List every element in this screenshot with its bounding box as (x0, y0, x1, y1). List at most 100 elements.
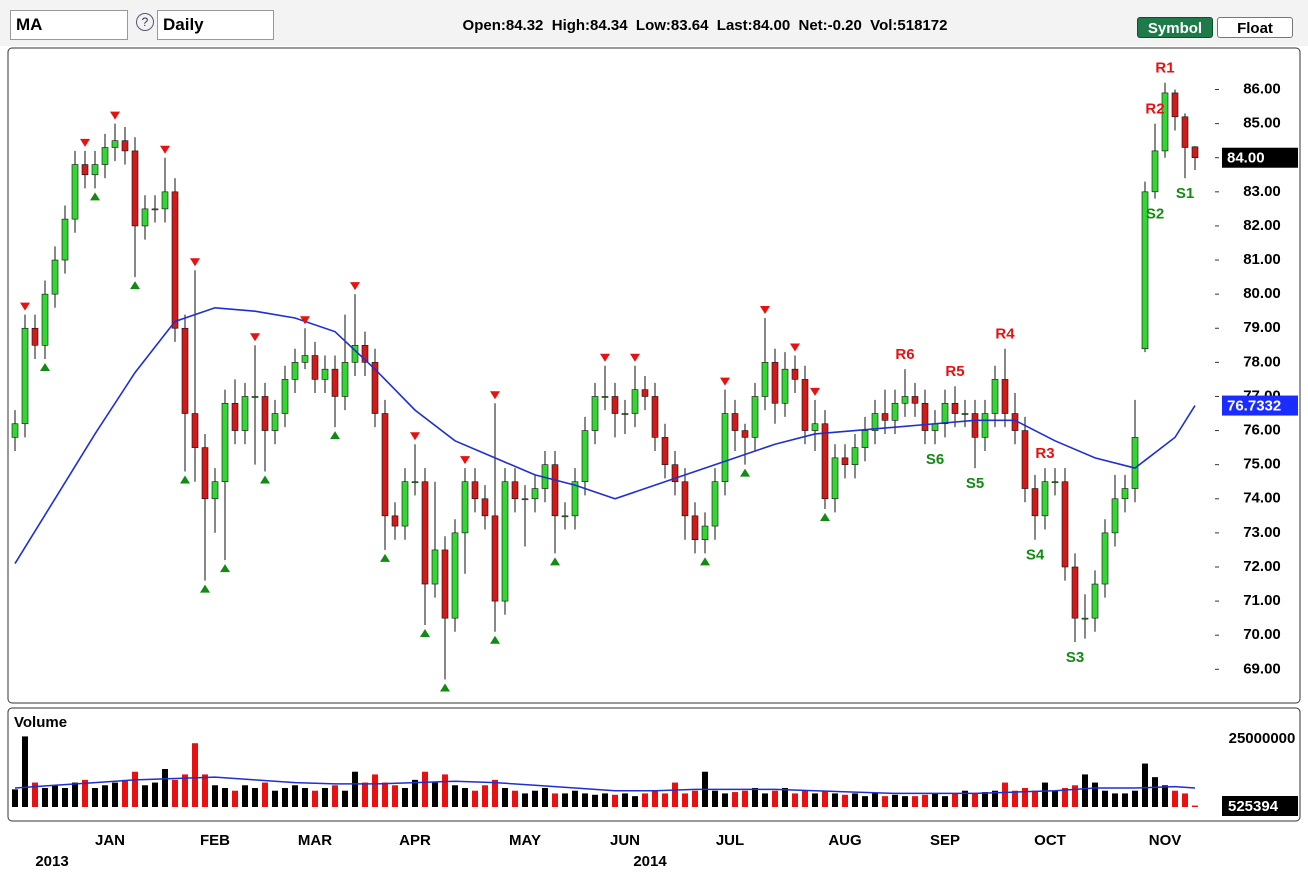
volume-bar (922, 794, 928, 807)
resistance-marker (720, 377, 730, 386)
volume-bar (1072, 785, 1078, 807)
candle-body (1181, 116, 1189, 148)
volume-tick-label: 25000000 (1229, 730, 1296, 747)
symbol-input[interactable]: MA (10, 10, 128, 40)
resistance-marker (490, 391, 500, 400)
support-marker (200, 584, 210, 593)
candle-body (221, 402, 229, 483)
resistance-marker (600, 353, 610, 362)
moving-average (14, 306, 1196, 564)
candle-body (91, 164, 99, 176)
volume-bar (812, 793, 818, 807)
candle-body (691, 515, 699, 541)
volume-bar (42, 788, 48, 807)
interval-select[interactable]: Daily (157, 10, 274, 40)
volume-bar (642, 793, 648, 807)
volume-bar (1182, 793, 1188, 807)
level-label: R3 (1035, 445, 1054, 462)
volume-bar (892, 794, 898, 807)
volume-bar (982, 792, 988, 807)
candle-body (1061, 481, 1069, 568)
resistance-marker (460, 456, 470, 465)
candle-body (491, 515, 499, 602)
volume-bar (282, 788, 288, 807)
candle-body (821, 423, 829, 500)
volume-bar (322, 788, 328, 807)
help-icon[interactable]: ? (136, 13, 154, 31)
volume-bar (142, 785, 148, 807)
candle-body (61, 218, 69, 261)
volume-bar (332, 785, 338, 807)
volume-bar (652, 790, 658, 807)
candle-body (1131, 437, 1139, 489)
candle-body (1161, 92, 1169, 152)
y-tick-label: 75.00 (1243, 456, 1281, 473)
y-tick-label: 71.00 (1243, 592, 1281, 609)
candle-body (191, 413, 199, 448)
symbol-button[interactable]: Symbol (1137, 17, 1213, 38)
volume-bar (552, 793, 558, 807)
candle-body (871, 413, 879, 431)
volume-bar (342, 790, 348, 807)
volume-bar (232, 790, 238, 807)
candle-body (881, 413, 889, 421)
volume-bar (582, 793, 588, 807)
volume-bar (532, 790, 538, 807)
float-button[interactable]: Float (1217, 17, 1293, 38)
candle-body (781, 368, 789, 404)
candle-body (701, 525, 709, 541)
volume-title: Volume (14, 714, 67, 731)
volume-bar (1162, 785, 1168, 807)
candle-body (1081, 617, 1089, 620)
candle-body (911, 396, 919, 404)
quote: Open:84.32 High:84.34 Low:83.64 Last:84.… (462, 17, 948, 34)
volume-bar (392, 785, 398, 807)
volume-bar (1022, 788, 1028, 807)
volume-bar (1132, 790, 1138, 807)
level-label: R5 (945, 363, 964, 380)
x-tick-label: NOV (1149, 832, 1182, 849)
volume-bar (842, 794, 848, 807)
x-tick-label: OCT (1034, 832, 1066, 849)
candle-body (211, 481, 219, 500)
y-tick-label: 76.00 (1243, 422, 1281, 439)
resistance-marker (810, 387, 820, 396)
support-marker (820, 513, 830, 522)
volume-bar (802, 790, 808, 807)
candle-body (461, 481, 469, 534)
x-tick-label: AUG (828, 832, 861, 849)
candle-body (1171, 92, 1179, 118)
candle-body (761, 362, 769, 397)
resistance-marker (80, 138, 90, 147)
volume-bar (162, 769, 168, 807)
volume-bar (372, 774, 378, 807)
year-label: 2013 (35, 853, 68, 870)
candle-body (661, 437, 669, 465)
volume-bar (1092, 782, 1098, 807)
candle-body (801, 379, 809, 431)
support-marker (180, 475, 190, 484)
volume-bar (122, 779, 128, 807)
volume-bar (742, 790, 748, 807)
volume-bar (422, 771, 428, 807)
volume-bar (662, 793, 668, 807)
candle-body (81, 164, 89, 176)
candle-body (1141, 191, 1149, 350)
candle-body (481, 498, 489, 517)
volume-bar (882, 796, 888, 807)
volume-bar (62, 788, 68, 807)
volume-bar (252, 788, 258, 807)
volume-bar (82, 779, 88, 807)
y-tick-label: 70.00 (1243, 626, 1281, 643)
level-label: S1 (1176, 185, 1194, 202)
candle-body (671, 464, 679, 483)
candle-body (941, 402, 949, 425)
volume-bar (772, 790, 778, 807)
candle-body (231, 402, 239, 431)
resistance-marker (20, 302, 30, 311)
candle-body (1031, 488, 1039, 517)
candle-body (471, 481, 479, 500)
x-tick-label: JUN (610, 832, 640, 849)
volume-bar (1002, 782, 1008, 807)
candle-body (121, 140, 129, 152)
